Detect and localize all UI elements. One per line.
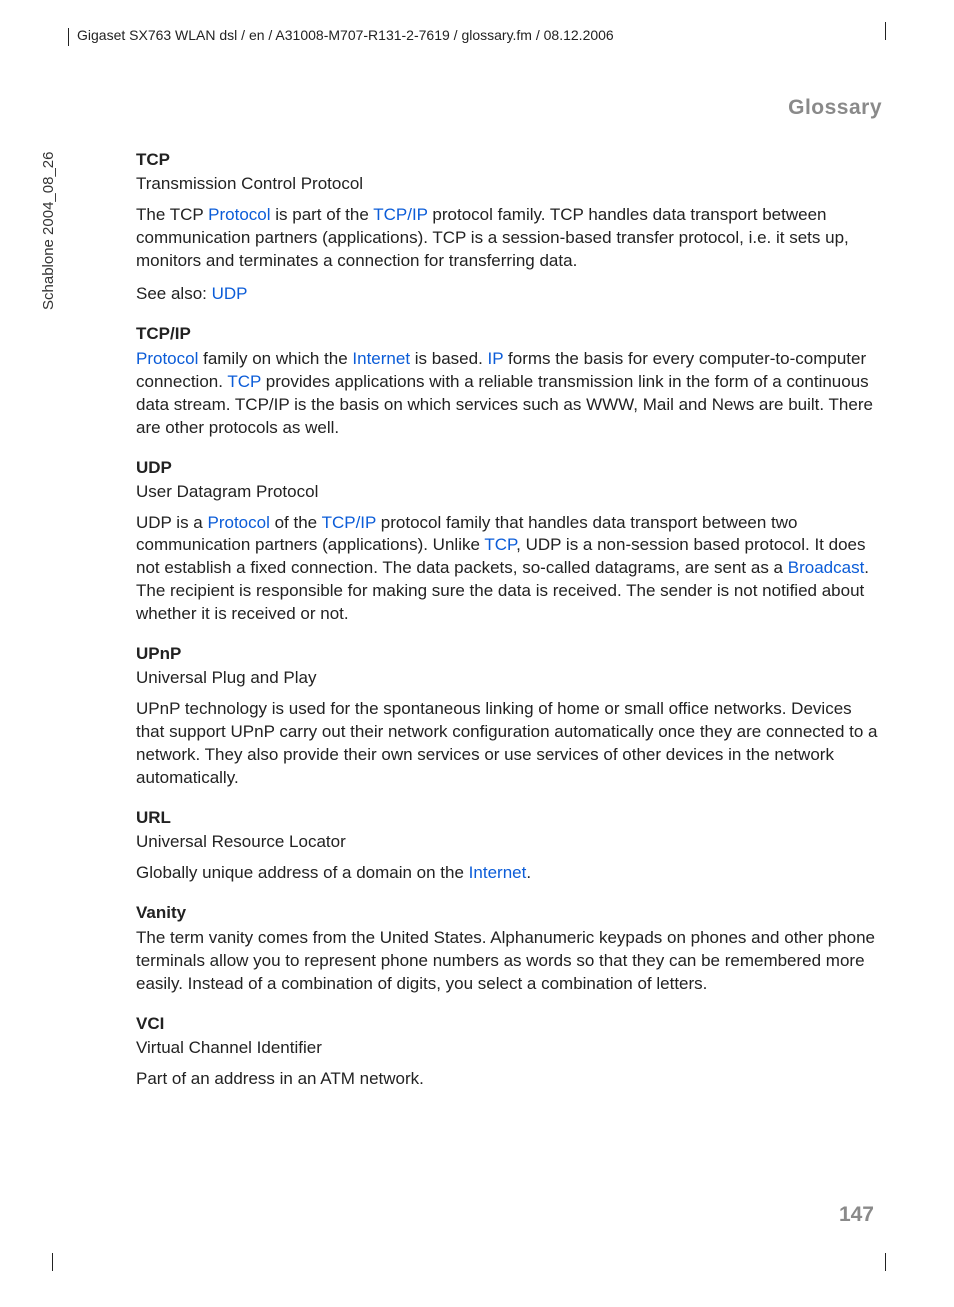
term-body: Protocol family on which the Internet is… bbox=[136, 348, 882, 440]
link-protocol[interactable]: Protocol bbox=[136, 349, 198, 368]
glossary-entry-upnp: UPnP Universal Plug and Play UPnP techno… bbox=[136, 644, 882, 790]
section-title: Glossary bbox=[136, 96, 882, 120]
text: UDP is a bbox=[136, 513, 208, 532]
glossary-entry-tcp: TCP Transmission Control Protocol The TC… bbox=[136, 150, 882, 306]
term-heading: URL bbox=[136, 808, 882, 828]
text: Globally unique address of a domain on t… bbox=[136, 863, 469, 882]
term-body: The term vanity comes from the United St… bbox=[136, 927, 882, 996]
link-protocol[interactable]: Protocol bbox=[208, 513, 270, 532]
term-expansion: Universal Resource Locator bbox=[136, 832, 882, 852]
glossary-entry-vanity: Vanity The term vanity comes from the Un… bbox=[136, 903, 882, 996]
text: . bbox=[526, 863, 531, 882]
link-internet[interactable]: Internet bbox=[352, 349, 410, 368]
page: Gigaset SX763 WLAN dsl / en / A31008-M70… bbox=[0, 0, 954, 1307]
term-heading: VCI bbox=[136, 1014, 882, 1034]
term-expansion: Universal Plug and Play bbox=[136, 668, 882, 688]
crop-mark bbox=[52, 1253, 53, 1271]
link-tcpip[interactable]: TCP/IP bbox=[373, 205, 427, 224]
link-tcpip[interactable]: TCP/IP bbox=[322, 513, 376, 532]
link-udp[interactable]: UDP bbox=[212, 284, 248, 303]
term-seealso: See also: UDP bbox=[136, 283, 882, 306]
crop-mark bbox=[885, 1253, 886, 1271]
link-tcp[interactable]: TCP bbox=[484, 535, 516, 554]
glossary-entry-vci: VCI Virtual Channel Identifier Part of a… bbox=[136, 1014, 882, 1091]
link-broadcast[interactable]: Broadcast bbox=[788, 558, 865, 577]
term-body: The TCP Protocol is part of the TCP/IP p… bbox=[136, 204, 882, 273]
link-tcp[interactable]: TCP bbox=[227, 372, 261, 391]
term-body: UPnP technology is used for the spontane… bbox=[136, 698, 882, 790]
text: is part of the bbox=[271, 205, 374, 224]
term-heading: TCP/IP bbox=[136, 324, 882, 344]
term-body: Part of an address in an ATM network. bbox=[136, 1068, 882, 1091]
term-body: UDP is a Protocol of the TCP/IP protocol… bbox=[136, 512, 882, 627]
page-number: 147 bbox=[839, 1203, 874, 1227]
text: family on which the bbox=[198, 349, 352, 368]
text: See also: bbox=[136, 284, 212, 303]
text: is based. bbox=[410, 349, 488, 368]
term-heading: TCP bbox=[136, 150, 882, 170]
header-path: Gigaset SX763 WLAN dsl / en / A31008-M70… bbox=[68, 28, 882, 46]
glossary-entry-tcpip: TCP/IP Protocol family on which the Inte… bbox=[136, 324, 882, 440]
term-heading: Vanity bbox=[136, 903, 882, 923]
glossary-entry-udp: UDP User Datagram Protocol UDP is a Prot… bbox=[136, 458, 882, 627]
term-expansion: User Datagram Protocol bbox=[136, 482, 882, 502]
term-body: Globally unique address of a domain on t… bbox=[136, 862, 882, 885]
term-expansion: Virtual Channel Identifier bbox=[136, 1038, 882, 1058]
link-ip[interactable]: IP bbox=[488, 349, 504, 368]
text: of the bbox=[270, 513, 322, 532]
term-expansion: Transmission Control Protocol bbox=[136, 174, 882, 194]
glossary-entry-url: URL Universal Resource Locator Globally … bbox=[136, 808, 882, 885]
text: The TCP bbox=[136, 205, 208, 224]
side-template-label: Schablone 2004_08_26 bbox=[40, 152, 57, 310]
term-heading: UDP bbox=[136, 458, 882, 478]
term-heading: UPnP bbox=[136, 644, 882, 664]
link-internet[interactable]: Internet bbox=[469, 863, 527, 882]
link-protocol[interactable]: Protocol bbox=[208, 205, 270, 224]
crop-mark bbox=[885, 22, 886, 40]
